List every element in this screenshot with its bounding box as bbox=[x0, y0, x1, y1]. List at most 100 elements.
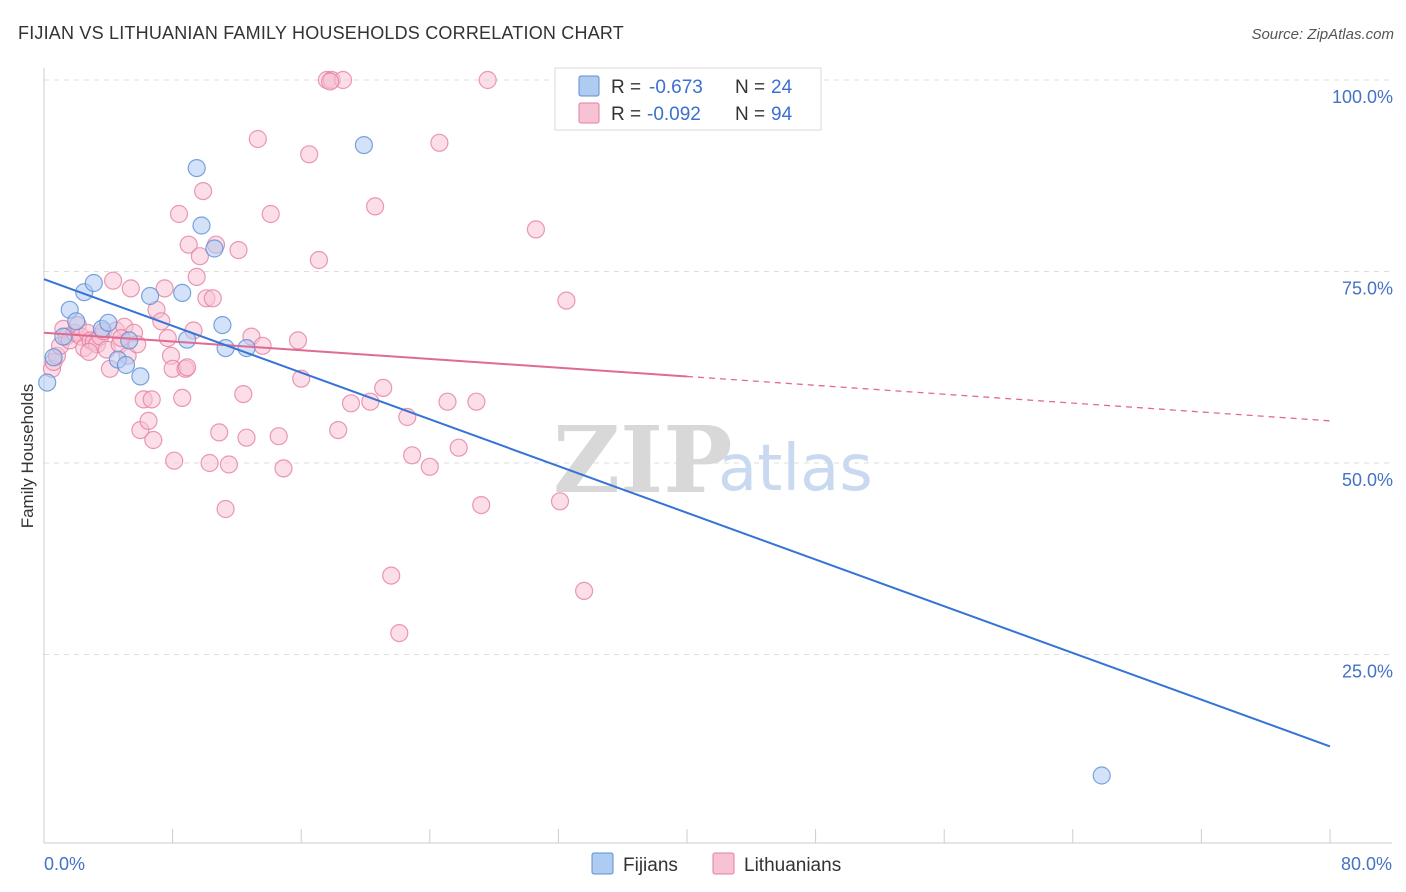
fijians-point bbox=[116, 355, 136, 375]
lithuanians-point bbox=[179, 235, 198, 254]
x-tick-label-min: 0.0% bbox=[44, 854, 85, 874]
lithuanians-point bbox=[173, 388, 192, 407]
lithuanians-point bbox=[420, 457, 439, 476]
fijians-point bbox=[44, 348, 63, 367]
legend-n-value-fijians: 24 bbox=[771, 77, 793, 98]
lithuanians-point bbox=[478, 70, 497, 90]
lithuanians-point bbox=[374, 378, 393, 397]
lithuanians-point bbox=[216, 499, 235, 519]
y-tick-label-50: 50.0% bbox=[1342, 470, 1393, 490]
lithuanians-point bbox=[438, 392, 457, 411]
y-tick-label-25: 25.0% bbox=[1342, 662, 1393, 682]
lithuanians-trend-line-dashed bbox=[686, 375, 1331, 422]
legend-n-label-fijians: N = bbox=[735, 77, 765, 98]
lithuanians-point bbox=[248, 129, 267, 149]
bottom-legend: Fijians Lithuanians bbox=[591, 852, 841, 876]
lithuanians-point bbox=[574, 581, 594, 601]
lithuanians-point bbox=[253, 336, 272, 355]
lithuanians-point bbox=[190, 247, 209, 266]
lithuanians-point bbox=[210, 423, 229, 442]
lithuanians-point bbox=[329, 421, 348, 440]
lithuanians-points bbox=[42, 70, 594, 643]
fijians-point bbox=[173, 283, 192, 302]
fijians-point bbox=[213, 316, 232, 335]
watermark: ZIP atlas bbox=[553, 406, 873, 514]
lithuanians-point bbox=[142, 390, 161, 409]
watermark-zip: ZIP bbox=[553, 406, 732, 514]
lithuanians-point bbox=[309, 250, 328, 270]
lithuanians-point bbox=[430, 133, 449, 152]
lithuanians-point bbox=[274, 459, 293, 478]
lithuanians-point bbox=[200, 453, 219, 473]
lithuanians-point bbox=[403, 446, 422, 465]
lithuanians-point bbox=[139, 411, 158, 430]
watermark-atlas: atlas bbox=[718, 432, 873, 506]
bottom-legend-label-fijians: Fijians bbox=[623, 855, 678, 876]
legend-r-label-lithuanians: R = bbox=[611, 104, 641, 125]
y-tick-label-100: 100.0% bbox=[1332, 87, 1393, 107]
fijians-point bbox=[205, 239, 224, 258]
lithuanians-point bbox=[550, 492, 570, 511]
lithuanians-point bbox=[103, 271, 123, 290]
lithuanians-point bbox=[229, 241, 248, 260]
fijians-point bbox=[141, 286, 160, 306]
x-tick-label-max: 80.0% bbox=[1341, 854, 1392, 874]
lithuanians-point bbox=[467, 392, 486, 411]
lithuanians-point bbox=[237, 428, 256, 447]
lithuanians-point bbox=[472, 496, 491, 515]
fijians-trend-line bbox=[43, 278, 1331, 748]
lithuanians-point bbox=[300, 145, 319, 164]
legend-box: R = -0.673 N = 24 R = -0.092 N = 94 bbox=[554, 67, 822, 131]
legend-n-value-lithuanians: 94 bbox=[771, 104, 793, 125]
fijians-point bbox=[84, 273, 103, 293]
legend-r-label-fijians: R = bbox=[611, 77, 641, 98]
fijians-point bbox=[131, 367, 150, 386]
fijians-point bbox=[120, 331, 139, 350]
fijians-point bbox=[54, 327, 73, 346]
chart-title: FIJIAN VS LITHUANIAN FAMILY HOUSEHOLDS C… bbox=[18, 23, 624, 43]
bottom-legend-swatch-lithuanians bbox=[712, 852, 735, 875]
legend-r-value-lithuanians: -0.092 bbox=[647, 104, 701, 125]
lithuanians-point bbox=[79, 342, 99, 361]
legend-swatch-lithuanians bbox=[578, 102, 600, 124]
bottom-legend-label-lithuanians: Lithuanians bbox=[744, 855, 841, 876]
lithuanians-point bbox=[194, 182, 213, 201]
lithuanians-point bbox=[144, 430, 163, 450]
fijians-point bbox=[38, 373, 57, 392]
lithuanians-point bbox=[449, 438, 468, 457]
chart-source: Source: ZipAtlas.com bbox=[1251, 26, 1394, 43]
lithuanians-point bbox=[557, 291, 576, 310]
grid-lines bbox=[44, 79, 1392, 655]
lithuanians-point bbox=[187, 267, 206, 286]
lithuanians-point bbox=[178, 358, 197, 377]
lithuanians-point bbox=[366, 197, 385, 216]
y-axis-label: Family Households bbox=[18, 384, 37, 529]
bottom-legend-swatch-fijians bbox=[591, 852, 614, 875]
lithuanians-point bbox=[341, 394, 361, 413]
legend-n-label-lithuanians: N = bbox=[735, 104, 765, 125]
fijians-point bbox=[187, 159, 206, 178]
lithuanians-point bbox=[390, 623, 409, 643]
legend-swatch-fijians bbox=[578, 75, 600, 97]
lithuanians-point bbox=[169, 204, 189, 224]
legend-r-value-fijians: -0.673 bbox=[649, 77, 703, 98]
lithuanians-point bbox=[158, 329, 177, 348]
lithuanians-point bbox=[165, 451, 184, 470]
lithuanians-point bbox=[526, 220, 546, 239]
lithuanians-point bbox=[155, 279, 174, 298]
lithuanians-point bbox=[121, 279, 140, 298]
lithuanians-point bbox=[269, 427, 288, 446]
lithuanians-trend-line bbox=[43, 331, 688, 378]
fijians-point bbox=[1092, 766, 1111, 785]
lithuanians-point bbox=[382, 566, 401, 585]
lithuanians-point bbox=[203, 289, 222, 308]
fijians-point bbox=[354, 136, 373, 155]
fijians-points bbox=[38, 136, 1111, 785]
fijians-point bbox=[67, 312, 86, 331]
lithuanians-point bbox=[321, 72, 340, 91]
lithuanians-point bbox=[261, 204, 280, 224]
y-tick-label-75: 75.0% bbox=[1342, 279, 1393, 299]
fijians-point bbox=[192, 216, 211, 235]
